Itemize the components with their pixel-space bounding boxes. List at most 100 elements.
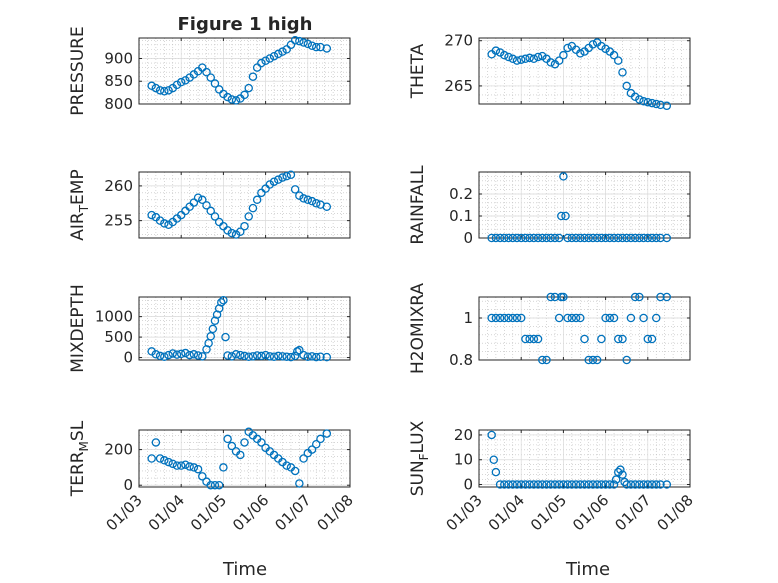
x-tick-label: 01/05 xyxy=(527,491,570,534)
data-point xyxy=(210,212,220,221)
y-tick-label: 0 xyxy=(463,476,473,494)
data-point xyxy=(172,80,182,90)
data-point xyxy=(538,233,547,243)
data-point xyxy=(185,462,194,471)
data-point xyxy=(181,76,190,85)
data-point xyxy=(322,429,332,438)
data-point xyxy=(202,67,211,77)
data-point xyxy=(516,313,526,323)
data-point xyxy=(307,445,317,454)
data-point xyxy=(495,48,505,57)
data-point xyxy=(322,44,332,53)
data-point xyxy=(605,313,615,323)
data-point xyxy=(282,171,291,181)
y-tick-label: 500 xyxy=(104,328,133,346)
data-point xyxy=(214,85,224,94)
data-point xyxy=(193,193,203,202)
data-point xyxy=(491,313,501,323)
data-point xyxy=(561,211,570,221)
data-point xyxy=(274,49,283,59)
data-point xyxy=(311,439,321,449)
data-point xyxy=(630,292,640,302)
data-point xyxy=(546,58,555,67)
data-point xyxy=(647,334,657,344)
data-point xyxy=(521,334,530,344)
data-point xyxy=(299,194,308,203)
data-point xyxy=(662,101,672,111)
data-point xyxy=(236,450,245,460)
data-point xyxy=(495,480,505,489)
y-tick-label: 0.2 xyxy=(449,185,473,203)
data-point xyxy=(554,56,564,65)
data-point xyxy=(147,210,156,220)
subplot-h2omixra: 0.8 1 H2OMIXRA xyxy=(408,283,691,374)
data-point xyxy=(202,201,211,210)
data-point xyxy=(221,332,230,342)
data-point xyxy=(576,480,585,489)
data-point xyxy=(618,470,627,479)
data-point xyxy=(542,355,551,365)
data-point xyxy=(227,95,237,104)
data-point xyxy=(303,195,313,205)
y-axis-label-main: THETA xyxy=(408,43,428,99)
data-point xyxy=(651,99,661,109)
data-point xyxy=(651,233,661,243)
data-point xyxy=(584,233,593,243)
data-point xyxy=(290,185,300,194)
data-point xyxy=(206,480,215,490)
data-point xyxy=(622,355,631,365)
data-point xyxy=(559,172,568,181)
data-point xyxy=(533,480,543,489)
data-point xyxy=(554,480,564,489)
data-point xyxy=(487,313,496,323)
data-point xyxy=(282,45,291,54)
data-point xyxy=(662,292,672,302)
data-point xyxy=(576,49,585,58)
data-point xyxy=(299,454,308,463)
subplot-theta: 265 270 THETA xyxy=(408,32,691,111)
data-point xyxy=(500,313,509,323)
data-point xyxy=(168,459,178,469)
data-point xyxy=(643,334,653,344)
data-point xyxy=(542,233,551,243)
data-point xyxy=(278,352,287,361)
y-axis-label: H2OMIXRA xyxy=(408,283,428,374)
data-point xyxy=(219,296,228,305)
data-point xyxy=(630,480,640,489)
data-point xyxy=(290,36,300,45)
data-point xyxy=(160,219,169,228)
x-tick-label: 01/08 xyxy=(314,491,357,534)
data-point xyxy=(546,233,555,243)
subplot-air: 255 260 AIRTEMP xyxy=(68,169,351,241)
data-point xyxy=(286,40,296,50)
data-point xyxy=(525,233,534,243)
data-point xyxy=(584,355,593,365)
data-point xyxy=(647,480,657,489)
data-point xyxy=(290,466,300,476)
data-point xyxy=(261,350,270,360)
data-point xyxy=(160,87,169,96)
y-axis-label: MIXDEPTH xyxy=(68,284,88,373)
data-point xyxy=(164,457,173,467)
y-axis-label-main: MIXDEPTH xyxy=(68,284,88,373)
data-point xyxy=(616,465,625,474)
data-point xyxy=(635,292,644,302)
x-tick-label: 01/07 xyxy=(611,491,654,534)
data-point xyxy=(223,434,232,444)
data-point xyxy=(176,349,186,359)
data-point xyxy=(635,233,644,243)
data-point xyxy=(303,352,313,361)
data-point xyxy=(525,480,534,489)
data-point xyxy=(538,51,547,61)
data-point xyxy=(214,480,224,490)
data-point xyxy=(261,56,270,66)
data-point xyxy=(622,233,631,243)
data-point xyxy=(240,221,249,231)
data-point xyxy=(611,475,621,484)
data-point xyxy=(223,92,232,102)
data-point xyxy=(516,480,526,489)
y-axis-label-tail: SL xyxy=(68,420,88,441)
y-axis-label: TERRMSL xyxy=(68,420,91,497)
subplot-rainfall: 0 0.1 0.2 RAINFALL xyxy=(408,165,691,247)
data-point xyxy=(489,455,499,464)
